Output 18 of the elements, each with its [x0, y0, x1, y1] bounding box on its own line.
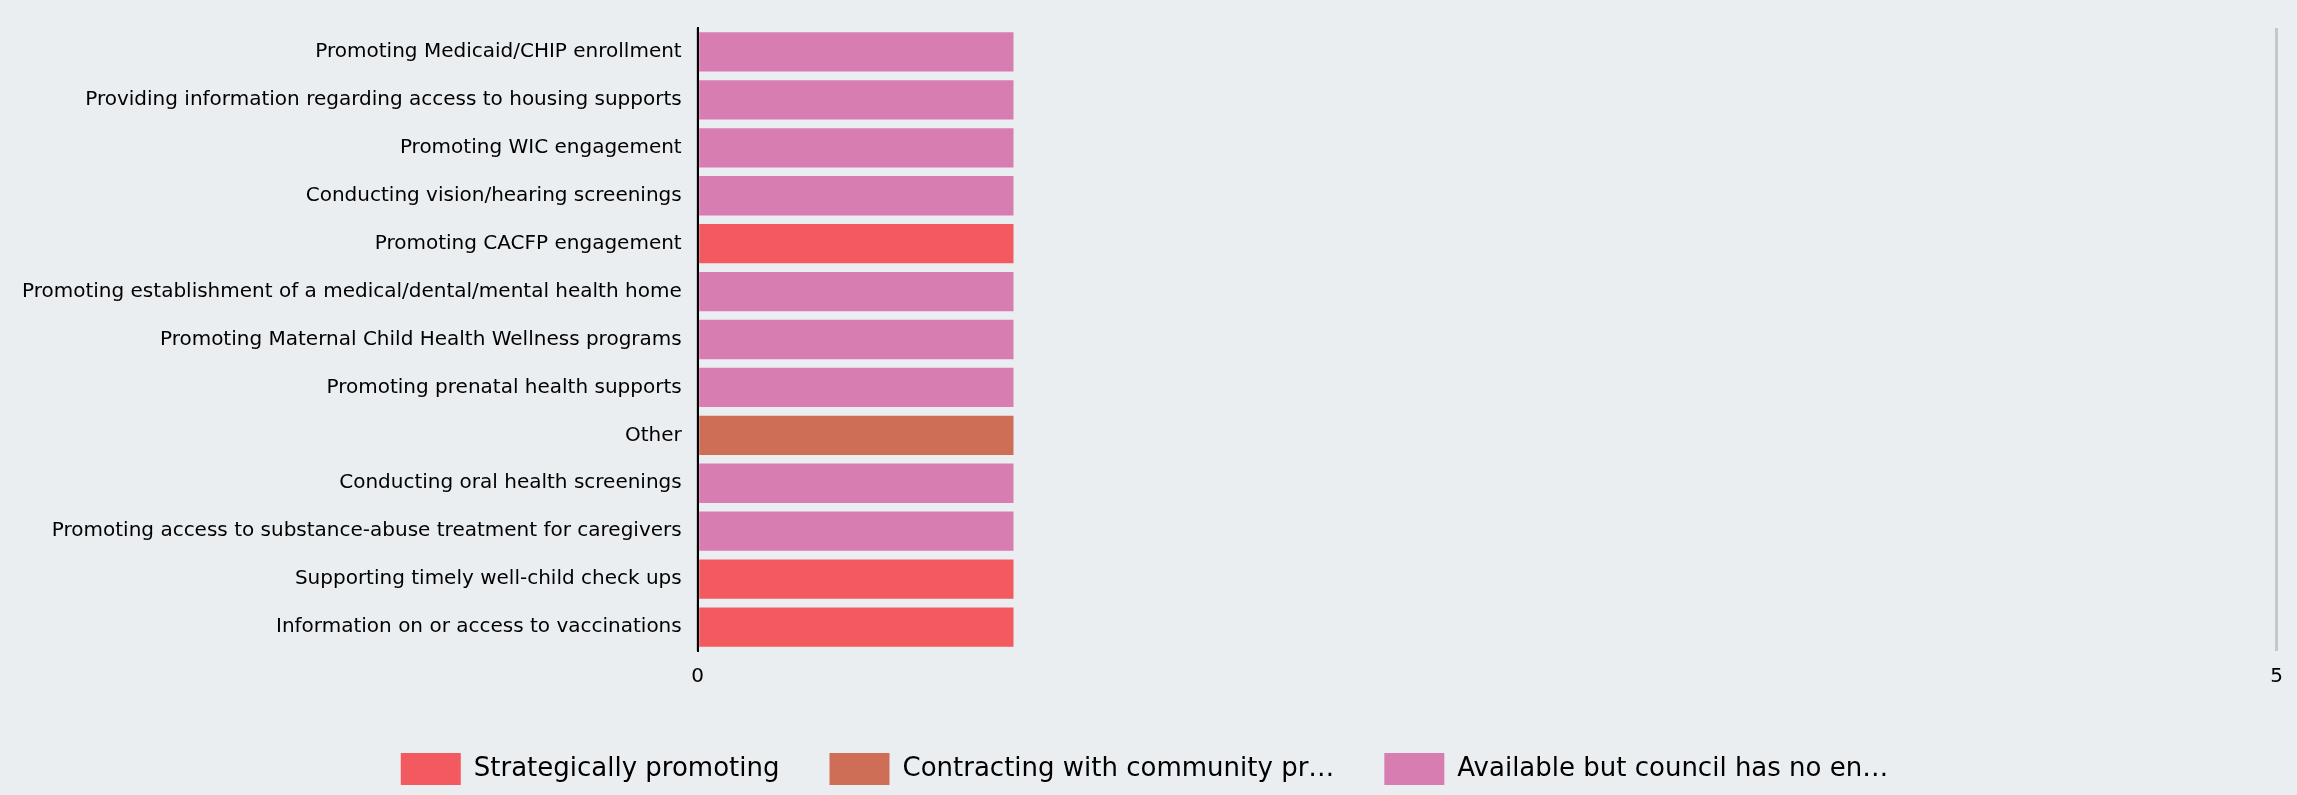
y-tick-label: Information on or access to vaccinations — [276, 613, 682, 638]
y-tick-label: Other — [624, 421, 683, 446]
y-tick-label: Promoting access to substance-abuse treatment for caregivers — [51, 517, 682, 542]
legend-label: Strategically promoting — [473, 751, 780, 782]
y-tick-label: Conducting vision/hearing screenings — [305, 181, 682, 206]
legend-label: Available but council has no en… — [1457, 751, 1889, 782]
x-tick-label: 5 — [2270, 663, 2283, 688]
y-tick-label: Promoting Maternal Child Health Wellness programs — [159, 325, 682, 350]
y-tick-label: Providing information regarding access to housing supports — [85, 86, 682, 111]
y-tick-label: Promoting Medicaid/CHIP enrollment — [315, 38, 682, 63]
y-tick-label: Conducting oral health screenings — [339, 469, 682, 494]
y-tick-label: Promoting establishment of a medical/dental/mental health home — [21, 277, 682, 302]
y-tick-label: Promoting WIC engagement — [399, 134, 682, 159]
y-tick-label: Promoting prenatal health supports — [326, 373, 682, 398]
y-tick-label: Supporting timely well-child check ups — [294, 565, 682, 590]
legend-label: Contracting with community pr… — [902, 751, 1335, 782]
x-tick-label: 0 — [691, 663, 705, 688]
y-tick-label: Promoting CACFP engagement — [374, 229, 682, 254]
